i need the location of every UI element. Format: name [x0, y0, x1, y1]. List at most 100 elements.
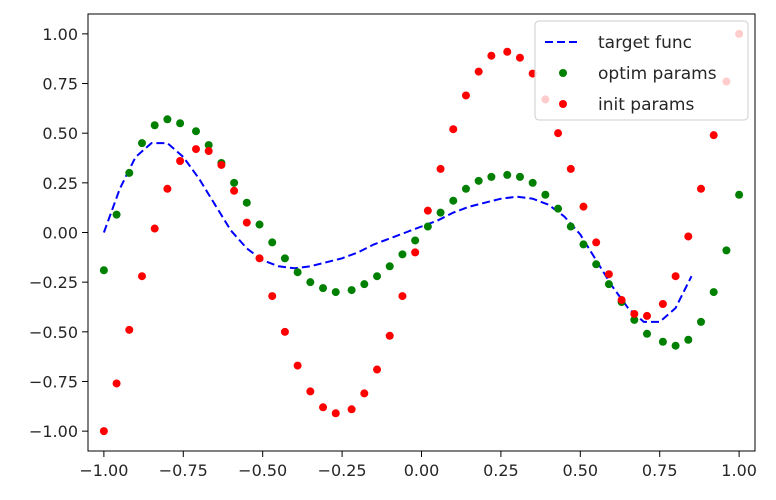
optim-params-point	[449, 196, 458, 205]
init-params-point	[554, 129, 563, 138]
optim-params-point	[112, 210, 121, 219]
init-params-point	[319, 403, 328, 412]
init-params-point	[230, 186, 239, 195]
optim-params-point	[515, 172, 524, 181]
optim-params-point	[163, 115, 172, 124]
x-tick-label: −1.00	[79, 461, 128, 480]
init-params-point	[163, 184, 172, 193]
optim-params-point	[385, 262, 394, 271]
optim-params-point	[331, 288, 340, 297]
optim-params-point	[306, 278, 315, 287]
optim-params-point	[541, 190, 550, 199]
plot-area	[99, 29, 744, 436]
y-tick-label: −1.00	[29, 422, 78, 441]
y-tick-label: −0.25	[29, 273, 78, 292]
optim-params-point	[709, 288, 718, 297]
optim-params-point	[579, 240, 588, 249]
init-params-point	[671, 272, 680, 281]
init-params-point	[461, 91, 470, 100]
init-params-point	[487, 51, 496, 60]
optim-params-point	[125, 168, 134, 177]
init-params-point	[331, 409, 340, 418]
x-tick-label: −0.75	[159, 461, 208, 480]
y-tick-label: −0.50	[29, 323, 78, 342]
optim-params-point	[528, 178, 537, 187]
optim-params-point	[242, 198, 251, 207]
optim-params-point	[697, 317, 706, 326]
optim-params-point	[280, 254, 289, 263]
optim-params-point	[411, 236, 420, 245]
optim-params-point	[474, 176, 483, 185]
target-func-line	[102, 142, 693, 323]
optim-params-point	[319, 284, 328, 293]
init-params-point	[255, 254, 264, 263]
init-params-point	[280, 327, 289, 336]
init-params-point	[449, 125, 458, 134]
legend-init-params-swatch	[559, 100, 567, 108]
init-params-point	[385, 331, 394, 340]
init-params-point	[125, 325, 134, 334]
init-params-point	[306, 387, 315, 396]
init-params-point	[709, 131, 718, 140]
x-tick-label: 0.75	[642, 461, 678, 480]
legend-box	[534, 20, 749, 121]
y-tick-label: 0.00	[42, 224, 78, 243]
y-tick-label: 1.00	[42, 25, 78, 44]
optim-params-point	[176, 119, 185, 128]
init-params-point	[176, 156, 185, 165]
optim-params-point	[230, 178, 239, 187]
optim-params-point	[722, 246, 731, 255]
optim-params-point	[604, 280, 613, 289]
x-tick-label: −0.50	[238, 461, 287, 480]
init-params-point	[684, 232, 693, 241]
x-tick-label: −0.25	[318, 461, 367, 480]
x-tick-label: 0.00	[404, 461, 440, 480]
init-params-point	[242, 218, 251, 227]
optim-params-point	[293, 268, 302, 277]
y-tick-label: 0.25	[42, 174, 78, 193]
optim-params-point	[268, 238, 277, 247]
x-tick-label: 0.25	[483, 461, 519, 480]
optim-params-point	[554, 204, 563, 213]
optim-params-point	[137, 139, 146, 148]
init-params-point	[604, 270, 613, 279]
x-axis: −1.00 −0.75 −0.50 −0.25 0.00 0.25 0.50 0.75 1.00	[79, 451, 757, 480]
init-params-point	[347, 405, 356, 414]
init-params-point	[112, 379, 121, 388]
init-params-point	[373, 365, 382, 374]
init-params-point	[474, 67, 483, 76]
optim-params-point	[735, 190, 744, 199]
optim-params-point	[150, 121, 159, 130]
optim-params-point	[360, 280, 369, 289]
init-params-point	[217, 160, 226, 169]
y-axis: −1.00 −0.75 −0.50 −0.25 0.00 0.25 0.50 0.75 1.00	[29, 25, 88, 441]
init-params-point	[191, 145, 200, 154]
init-params-point	[697, 184, 706, 193]
init-params-point	[150, 224, 159, 233]
x-tick-label: 0.50	[562, 461, 598, 480]
init-params-point	[630, 309, 639, 318]
optim-params-point	[503, 170, 512, 179]
init-params-point	[423, 206, 432, 215]
optim-params-point	[436, 208, 445, 217]
init-params-point	[268, 292, 277, 301]
init-params-point	[592, 238, 601, 247]
optim-params-point	[347, 286, 356, 295]
init-params-point	[566, 164, 575, 173]
optim-params-point	[99, 266, 108, 275]
legend-optim-params-label: optim params	[598, 64, 717, 84]
init-params-point	[398, 292, 407, 301]
optim-params-point	[423, 222, 432, 231]
series-optim-params	[99, 115, 744, 350]
optim-params-point	[643, 329, 652, 338]
init-params-point	[658, 300, 667, 309]
series-init-params	[99, 29, 744, 436]
optim-params-point	[204, 141, 213, 150]
optim-params-point	[671, 341, 680, 350]
init-params-point	[617, 296, 626, 305]
init-params-point	[643, 311, 652, 320]
init-params-point	[411, 248, 420, 257]
optim-params-point	[255, 220, 264, 229]
legend: target func optim params init params	[534, 20, 749, 121]
